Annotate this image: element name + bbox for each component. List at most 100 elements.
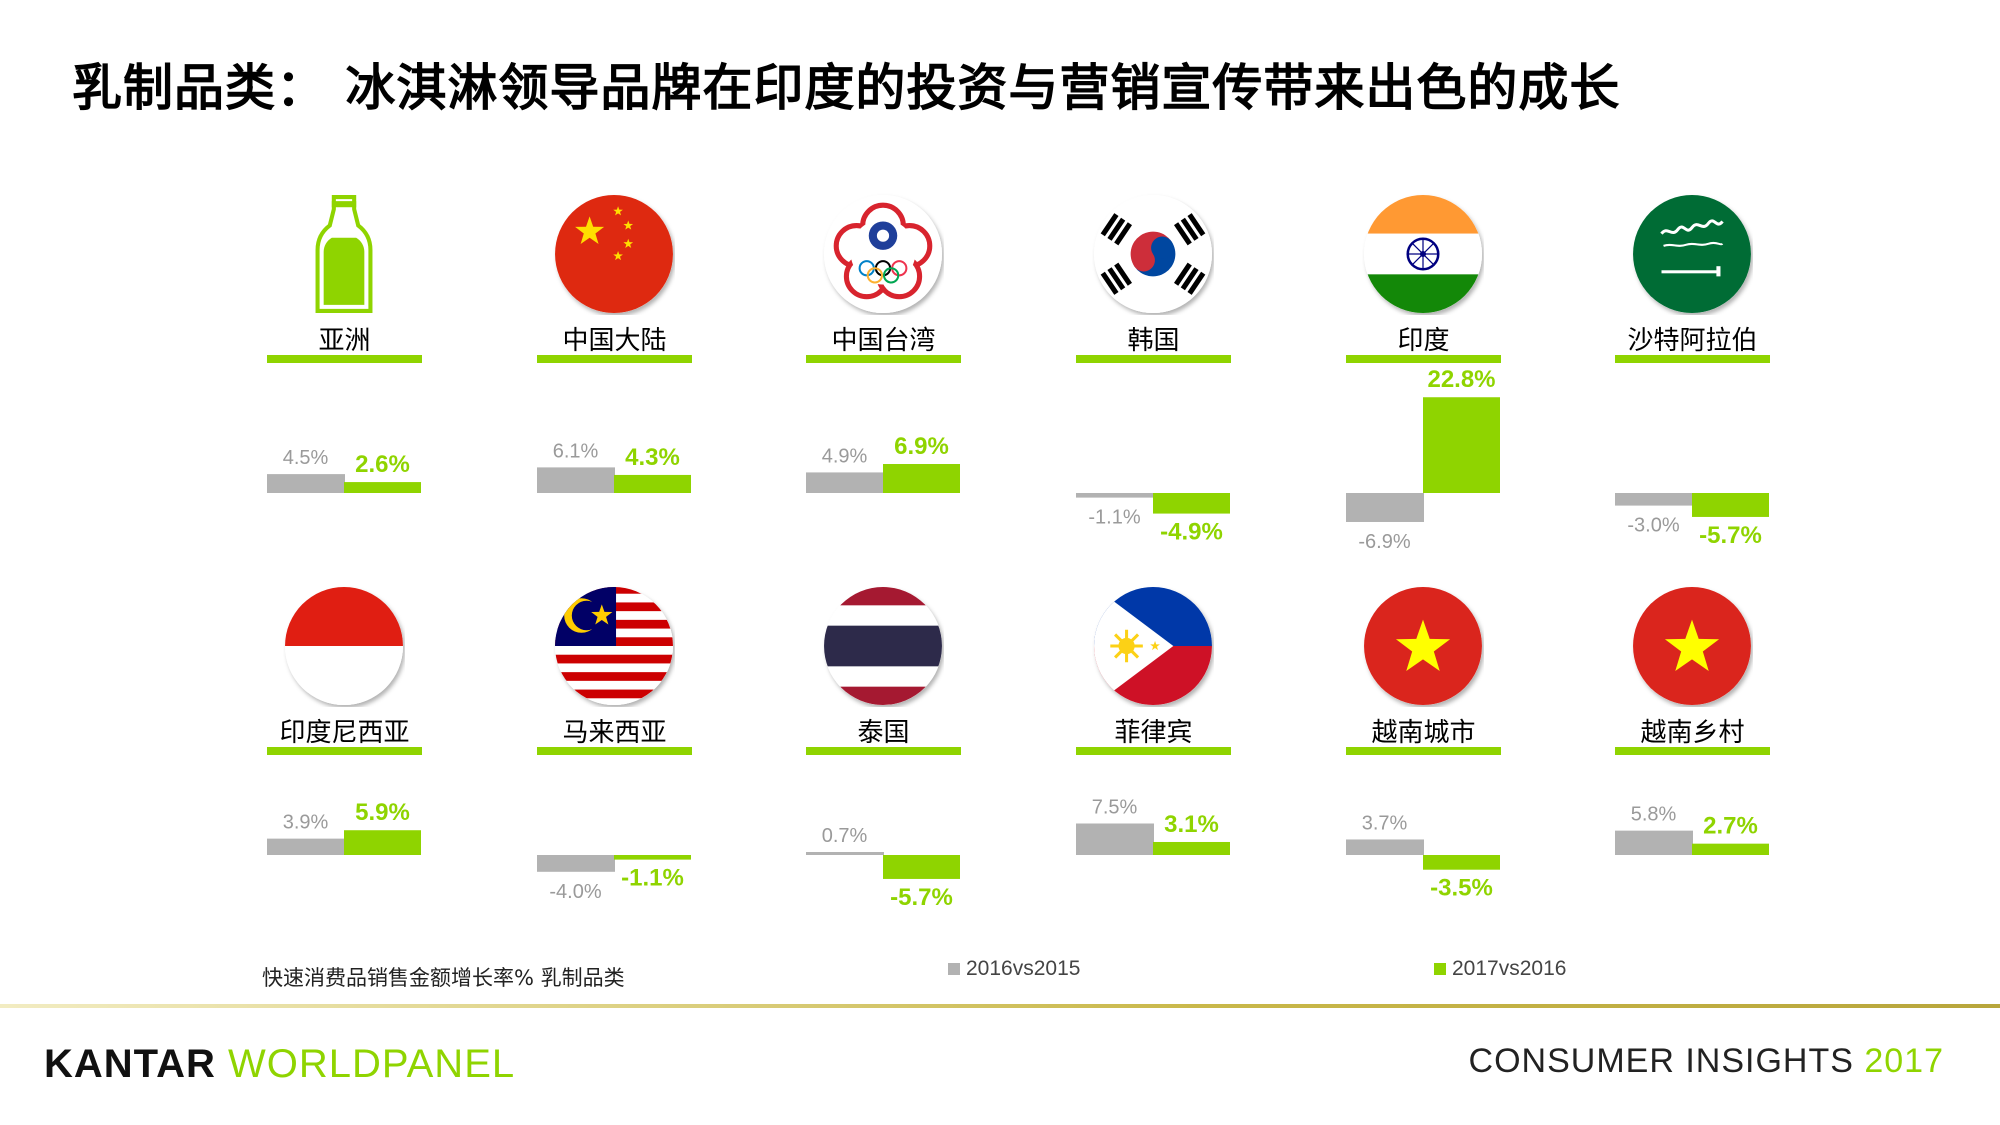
value-label-2017vs2016: 2.7% <box>1703 813 1758 840</box>
panel-name-underline <box>1615 355 1770 363</box>
value-label-2016vs2015: -4.0% <box>549 881 601 903</box>
value-label-2017vs2016: 2.6% <box>355 451 410 478</box>
panel-name-underline <box>267 747 422 755</box>
value-label-2016vs2015: 4.9% <box>822 445 868 467</box>
panel-name-underline <box>537 747 692 755</box>
value-label-2016vs2015: -1.1% <box>1088 507 1140 529</box>
panel-name: 亚洲 <box>318 326 371 356</box>
panel-name: 沙特阿拉伯 <box>1627 326 1758 356</box>
panel-chart: 7.5% 3.1% <box>1076 797 1230 855</box>
chinese-taipei-flag-icon <box>822 193 944 315</box>
vietnam-flag-icon <box>1631 585 1753 707</box>
legend-swatch-grey <box>948 963 960 975</box>
panel-name-underline <box>1076 747 1231 755</box>
panel-name-underline <box>806 747 961 755</box>
bar-2017vs2016 <box>344 482 421 493</box>
panel-name-underline <box>1346 355 1501 363</box>
legend-2017: 2017vs2016 <box>1434 957 1566 981</box>
value-label-2017vs2016: 3.1% <box>1164 811 1219 838</box>
panel-name: 马来西亚 <box>562 718 667 748</box>
value-label-2017vs2016: 4.3% <box>625 444 680 471</box>
bar-2017vs2016 <box>614 855 691 860</box>
legend-label-2017: 2017vs2016 <box>1452 957 1567 980</box>
india-flag-icon <box>1362 193 1484 315</box>
bar-2016vs2015 <box>1346 839 1424 855</box>
panel-name: 韩国 <box>1127 326 1180 356</box>
panel-name: 越南城市 <box>1371 718 1476 748</box>
bar-2017vs2016 <box>1692 493 1769 517</box>
consumer-insights-label: CONSUMER INSIGHTS 2017 <box>1468 1042 1944 1080</box>
footer-rule <box>0 1004 2000 1008</box>
panel-chart: 6.1% 4.3% <box>537 440 691 493</box>
value-label-2017vs2016: 5.9% <box>355 799 410 826</box>
bar-2016vs2015 <box>267 474 345 493</box>
bar-2017vs2016 <box>1692 843 1769 855</box>
panel-chart: -6.9% 22.8% <box>1346 366 1500 553</box>
bar-2017vs2016 <box>1153 841 1230 855</box>
panel-name: 越南乡村 <box>1640 718 1745 748</box>
bottle-icon <box>283 193 405 315</box>
bar-2016vs2015 <box>806 472 884 493</box>
value-label-2017vs2016: -1.1% <box>621 865 684 892</box>
bar-2016vs2015 <box>806 852 884 855</box>
bar-2016vs2015 <box>537 467 615 493</box>
bar-2016vs2015 <box>1346 493 1424 522</box>
bar-2016vs2015 <box>537 855 615 872</box>
panel-name-underline <box>267 355 422 363</box>
panel-name-underline <box>1076 355 1231 363</box>
panel-name-underline <box>537 355 692 363</box>
panel-name: 菲律宾 <box>1114 718 1193 748</box>
value-label-2017vs2016: -5.7% <box>1699 522 1762 549</box>
philippines-flag-icon <box>1092 585 1214 707</box>
panel-name-underline <box>806 355 961 363</box>
korea-flag-icon <box>1092 193 1214 315</box>
bar-2016vs2015 <box>1615 830 1693 855</box>
panel-name: 印度 <box>1397 326 1450 356</box>
panel-chart: -3.0% -5.7% <box>1615 493 1769 549</box>
value-label-2017vs2016: -3.5% <box>1430 875 1493 902</box>
thailand-flag-icon <box>822 585 944 707</box>
malaysia-flag-icon <box>553 585 675 707</box>
bar-2016vs2015 <box>1076 823 1154 855</box>
bar-2017vs2016 <box>883 464 960 493</box>
metric-label: 快速消费品销售金额增长率% 乳制品类 <box>262 966 625 990</box>
indonesia-flag-icon <box>283 585 405 707</box>
panel-name: 中国台湾 <box>831 326 936 356</box>
bar-2017vs2016 <box>614 474 691 493</box>
panel-chart: 3.7% -3.5% <box>1346 812 1500 902</box>
value-label-2016vs2015: 0.7% <box>822 825 868 847</box>
page-title: 乳制品类： 冰淇淋领导品牌在印度的投资与营销宣传带来出色的成长 <box>72 59 1621 117</box>
value-label-2016vs2015: 3.7% <box>1362 812 1408 834</box>
value-label-2017vs2016: -5.7% <box>890 884 953 911</box>
value-label-2016vs2015: 4.5% <box>283 447 329 469</box>
panel-chart: 5.8% 2.7% <box>1615 804 1769 855</box>
bar-2016vs2015 <box>1615 493 1693 506</box>
value-label-2017vs2016: -4.9% <box>1160 519 1223 546</box>
panel-name-underline <box>1615 747 1770 755</box>
panel-chart: 3.9% 5.9% <box>267 799 421 855</box>
bar-2016vs2015 <box>267 838 345 855</box>
bar-2016vs2015 <box>1076 493 1154 498</box>
value-label-2016vs2015: -6.9% <box>1358 531 1410 553</box>
saudi-flag-icon <box>1631 193 1753 315</box>
panel-name-underline <box>1346 747 1501 755</box>
value-label-2016vs2015: 3.9% <box>283 812 329 834</box>
panel-chart: 0.7% -5.7% <box>806 825 960 911</box>
panel-name: 中国大陆 <box>562 326 667 356</box>
value-label-2016vs2015: 7.5% <box>1092 797 1138 819</box>
bar-2017vs2016 <box>1423 397 1500 493</box>
panel-name: 泰国 <box>857 718 910 748</box>
kantar-worldpanel-logo: KANTAR WORLDPANEL <box>44 1042 516 1086</box>
value-label-2016vs2015: 5.8% <box>1631 804 1677 826</box>
vietnam-flag-icon <box>1362 585 1484 707</box>
legend-swatch-green <box>1434 963 1446 975</box>
panel-chart: -1.1% -4.9% <box>1076 493 1230 546</box>
bar-2017vs2016 <box>1153 493 1230 514</box>
panel-chart: -4.0% -1.1% <box>537 855 691 903</box>
bar-2017vs2016 <box>1423 855 1500 870</box>
bar-2017vs2016 <box>344 830 421 855</box>
value-label-2016vs2015: -3.0% <box>1627 515 1679 537</box>
value-label-2016vs2015: 6.1% <box>553 440 599 462</box>
panel-chart: 4.9% 6.9% <box>806 433 960 493</box>
panel-name: 印度尼西亚 <box>279 718 410 748</box>
